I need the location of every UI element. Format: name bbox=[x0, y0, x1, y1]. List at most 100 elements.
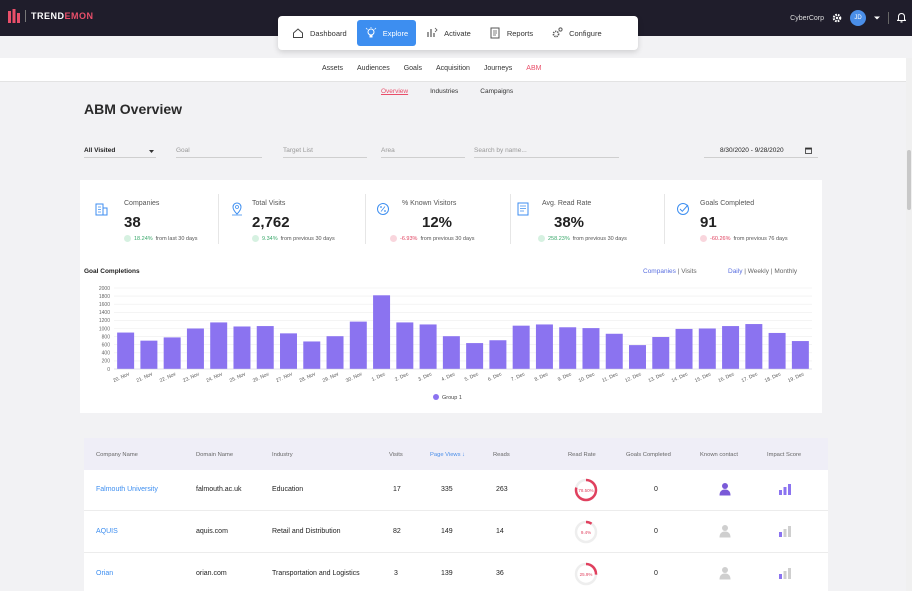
subnav-journeys[interactable]: Journeys bbox=[483, 65, 513, 72]
trend-up-icon bbox=[252, 235, 259, 242]
col-domain[interactable]: Domain Name bbox=[196, 452, 234, 458]
domain-cell: falmouth.ac.uk bbox=[196, 486, 242, 493]
tab-campaigns[interactable]: Campaigns bbox=[480, 88, 514, 95]
col-industry[interactable]: Industry bbox=[272, 452, 293, 458]
table-row[interactable]: Orian orian.com Transportation and Logis… bbox=[84, 553, 828, 591]
y-tick-label: 1200 bbox=[99, 318, 110, 324]
nav-reports[interactable]: Reports bbox=[481, 20, 541, 46]
activate-icon bbox=[427, 27, 438, 37]
percent-circle-icon bbox=[377, 203, 389, 215]
logo[interactable]: TRENDEMON bbox=[8, 9, 94, 23]
subnav-assets[interactable]: Assets bbox=[322, 65, 344, 72]
table-row[interactable]: Falmouth University falmouth.ac.uk Educa… bbox=[84, 469, 828, 511]
toggle-monthly[interactable]: Monthly bbox=[774, 268, 798, 275]
page-scrollbar[interactable] bbox=[906, 58, 912, 591]
company-link[interactable]: AQUIS bbox=[96, 528, 118, 535]
toggle-weekly[interactable]: Weekly bbox=[747, 268, 769, 275]
stat-known-visitors: % Known Visitors 12% -6.93% from previous… bbox=[376, 196, 516, 250]
bar bbox=[489, 340, 507, 369]
filter-bar: All Visited Goal Target List Area Search… bbox=[84, 143, 824, 159]
read-rate-ring: 9.4% bbox=[574, 520, 598, 544]
companies-table: Company Name Domain Name Industry Visits… bbox=[84, 438, 828, 591]
bar bbox=[745, 324, 763, 369]
trend-up-icon bbox=[124, 235, 131, 242]
goals-cell: 0 bbox=[654, 528, 658, 535]
known-contact-icon[interactable] bbox=[718, 482, 732, 496]
stat-read-rate: Avg. Read Rate 38% 258.23% from previous … bbox=[516, 196, 666, 250]
check-circle-icon bbox=[677, 203, 689, 215]
x-tick-label: 28. Nov bbox=[298, 371, 317, 384]
subnav-abm[interactable]: ABM bbox=[526, 65, 542, 72]
bar bbox=[326, 336, 344, 369]
legend-label: Group 1 bbox=[442, 395, 462, 401]
y-tick-label: 1000 bbox=[99, 326, 110, 332]
col-company[interactable]: Company Name bbox=[96, 452, 138, 458]
bar bbox=[582, 328, 600, 369]
domain-cell: orian.com bbox=[196, 570, 227, 577]
y-tick-label: 1400 bbox=[99, 310, 110, 316]
col-read-rate[interactable]: Read Rate bbox=[568, 452, 596, 458]
divider bbox=[664, 194, 665, 244]
nav-configure[interactable]: Configure bbox=[543, 20, 610, 46]
goals-cell: 0 bbox=[654, 570, 658, 577]
building-icon bbox=[95, 203, 108, 216]
chevron-down-icon bbox=[149, 150, 154, 153]
calendar-icon bbox=[805, 147, 812, 154]
toggle-companies[interactable]: Companies bbox=[643, 268, 676, 275]
avatar[interactable]: JD bbox=[850, 10, 866, 26]
search-input[interactable]: Search by name... bbox=[474, 143, 619, 158]
col-known-contact[interactable]: Known contact bbox=[700, 452, 739, 458]
views-cell: 149 bbox=[441, 528, 453, 535]
divider bbox=[510, 194, 511, 244]
col-reads[interactable]: Reads bbox=[493, 452, 510, 458]
abm-tabs: Overview Industries Campaigns bbox=[381, 88, 513, 95]
unknown-contact-icon bbox=[719, 567, 731, 580]
metric-toggle: Companies | Visits bbox=[643, 268, 697, 275]
bar bbox=[791, 341, 809, 369]
subnav-goals[interactable]: Goals bbox=[403, 65, 423, 72]
x-tick-label: 14. Dec bbox=[671, 371, 690, 384]
col-visits[interactable]: Visits bbox=[389, 452, 403, 458]
x-tick-label: 10. Dec bbox=[578, 371, 597, 384]
main-nav: Dashboard Explore Activate Reports Confi… bbox=[278, 16, 638, 50]
scrollbar-thumb[interactable] bbox=[907, 150, 911, 210]
bar bbox=[512, 325, 530, 369]
x-tick-label: 9. Dec bbox=[557, 371, 573, 383]
goal-completions-chart: 0 200 400 600 800 1000 1200 1400 1600 1800 2000 20.… bbox=[99, 286, 812, 401]
gear-icon[interactable] bbox=[832, 13, 842, 23]
target-list-select[interactable]: Target List bbox=[283, 143, 367, 158]
col-goals[interactable]: Goals Completed bbox=[626, 452, 671, 458]
bell-icon[interactable] bbox=[897, 13, 906, 23]
col-page-views[interactable]: Page Views ↓ bbox=[430, 452, 466, 458]
read-rate-label: 25.9% bbox=[580, 572, 593, 577]
nav-dashboard[interactable]: Dashboard bbox=[284, 20, 355, 46]
location-pin-icon bbox=[232, 202, 242, 216]
x-tick-label: 27. Nov bbox=[275, 371, 294, 384]
toggle-visits[interactable]: Visits bbox=[681, 268, 697, 275]
subnav-acquisition[interactable]: Acquisition bbox=[436, 65, 470, 72]
goals-cell: 0 bbox=[654, 486, 658, 493]
chevron-down-icon[interactable] bbox=[874, 15, 880, 21]
tab-overview[interactable]: Overview bbox=[381, 88, 409, 95]
subnav-audiences[interactable]: Audiences bbox=[357, 65, 390, 72]
company-link[interactable]: Orian bbox=[96, 570, 114, 577]
visited-select[interactable]: All Visited bbox=[84, 143, 156, 158]
nav-explore[interactable]: Explore bbox=[356, 20, 417, 46]
org-name[interactable]: CyberCorp bbox=[790, 14, 824, 22]
area-select[interactable]: Area bbox=[381, 143, 465, 158]
table-row[interactable]: AQUIS aquis.com Retail and Distribution … bbox=[84, 511, 828, 553]
company-link[interactable]: Falmouth University bbox=[96, 486, 158, 493]
date-range-picker[interactable]: 8/30/2020 - 9/28/2020 bbox=[704, 143, 818, 158]
domain-cell: aquis.com bbox=[196, 528, 228, 535]
bar bbox=[373, 295, 391, 369]
divider bbox=[365, 194, 366, 244]
col-impact-score[interactable]: Impact Score bbox=[767, 452, 802, 458]
nav-activate[interactable]: Activate bbox=[418, 20, 479, 46]
tab-industries[interactable]: Industries bbox=[430, 88, 459, 95]
x-tick-label: 4. Dec bbox=[441, 371, 457, 383]
toggle-daily[interactable]: Daily bbox=[728, 268, 743, 275]
goal-select[interactable]: Goal bbox=[176, 143, 262, 158]
document-icon bbox=[517, 202, 529, 216]
home-icon bbox=[293, 28, 303, 38]
bar bbox=[256, 326, 274, 369]
